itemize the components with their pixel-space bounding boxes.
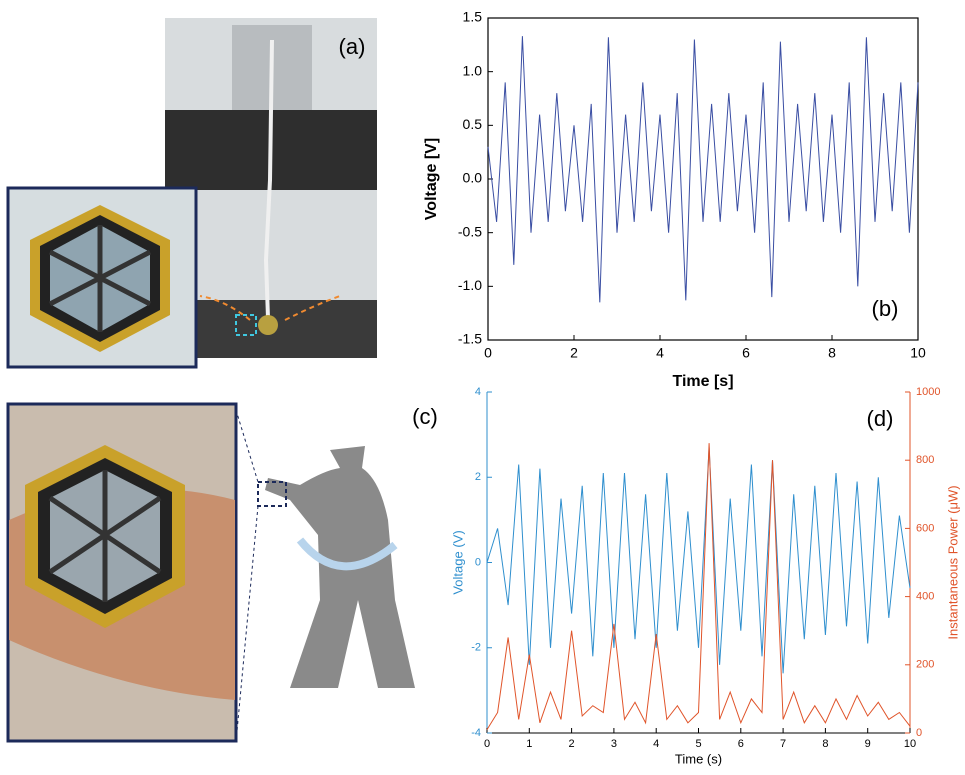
y-tick-label: 0 (475, 556, 481, 568)
x-tick-label: 8 (822, 738, 828, 750)
y2-tick-label: 200 (916, 659, 934, 671)
y2-axis-label: Instantaneous Power (μW) (945, 485, 960, 639)
x-tick-label: 5 (695, 738, 701, 750)
x-tick-label: 6 (742, 345, 750, 361)
x-axis-label: Time [s] (672, 373, 733, 390)
panel-label: (b) (872, 296, 899, 321)
x-tick-label: 7 (780, 738, 786, 750)
y2-tick-label: 600 (916, 522, 934, 534)
x-tick-label: 10 (904, 738, 916, 750)
y-tick-label: 4 (475, 386, 481, 398)
y-tick-label: 1.0 (463, 62, 483, 78)
y2-tick-label: 1000 (916, 386, 940, 398)
x-axis-label: Time (s) (675, 751, 722, 766)
y-tick-label: -4 (471, 727, 481, 739)
photo-c: (c) (8, 404, 438, 742)
panel-label: (c) (412, 404, 438, 429)
data-line (488, 36, 918, 302)
y-tick-label: -1.0 (458, 277, 482, 293)
x-tick-label: 2 (569, 738, 575, 750)
x-tick-label: 8 (828, 345, 836, 361)
x-tick-label: 3 (611, 738, 617, 750)
y2-tick-label: 0 (916, 727, 922, 739)
y-axis-label: Voltage [V] (423, 138, 440, 220)
x-tick-label: 1 (526, 738, 532, 750)
x-tick-label: 4 (653, 738, 659, 750)
y-tick-label: -1.5 (458, 331, 482, 347)
panel-label: (d) (867, 406, 894, 431)
y-tick-label: 0.5 (463, 116, 483, 132)
y-tick-label: -0.5 (458, 223, 482, 239)
inset-a (8, 188, 196, 367)
harvester (258, 315, 278, 335)
figure: (a) (c) 0246810-1.5-1.0-0.50.00.51.01.5T… (0, 0, 965, 775)
y2-tick-label: 800 (916, 454, 934, 466)
zoom-line (236, 410, 258, 482)
y-tick-label: 2 (475, 471, 481, 483)
x-tick-label: 9 (865, 738, 871, 750)
x-tick-label: 4 (656, 345, 664, 361)
y-axis-label: Voltage (V) (450, 530, 465, 594)
y-tick-label: -2 (471, 642, 481, 654)
data-line (487, 447, 910, 673)
y-tick-label: 1.5 (463, 9, 483, 25)
x-tick-label: 6 (738, 738, 744, 750)
x-tick-label: 0 (484, 345, 492, 361)
zoom-line (236, 506, 258, 742)
x-tick-label: 2 (570, 345, 578, 361)
data-line (487, 443, 910, 729)
y2-tick-label: 400 (916, 591, 934, 603)
panel-label: (a) (339, 34, 366, 59)
x-tick-label: 0 (484, 738, 490, 750)
y-tick-label: 0.0 (463, 170, 483, 186)
x-tick-label: 10 (910, 345, 926, 361)
